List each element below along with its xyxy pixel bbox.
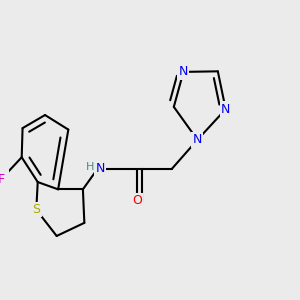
Text: N: N — [193, 133, 202, 146]
Text: F: F — [0, 172, 5, 186]
Text: N: N — [221, 103, 230, 116]
Text: H: H — [86, 163, 94, 172]
Text: O: O — [132, 194, 142, 208]
Text: S: S — [32, 203, 40, 216]
Text: N: N — [179, 65, 188, 78]
Text: N: N — [96, 162, 105, 176]
